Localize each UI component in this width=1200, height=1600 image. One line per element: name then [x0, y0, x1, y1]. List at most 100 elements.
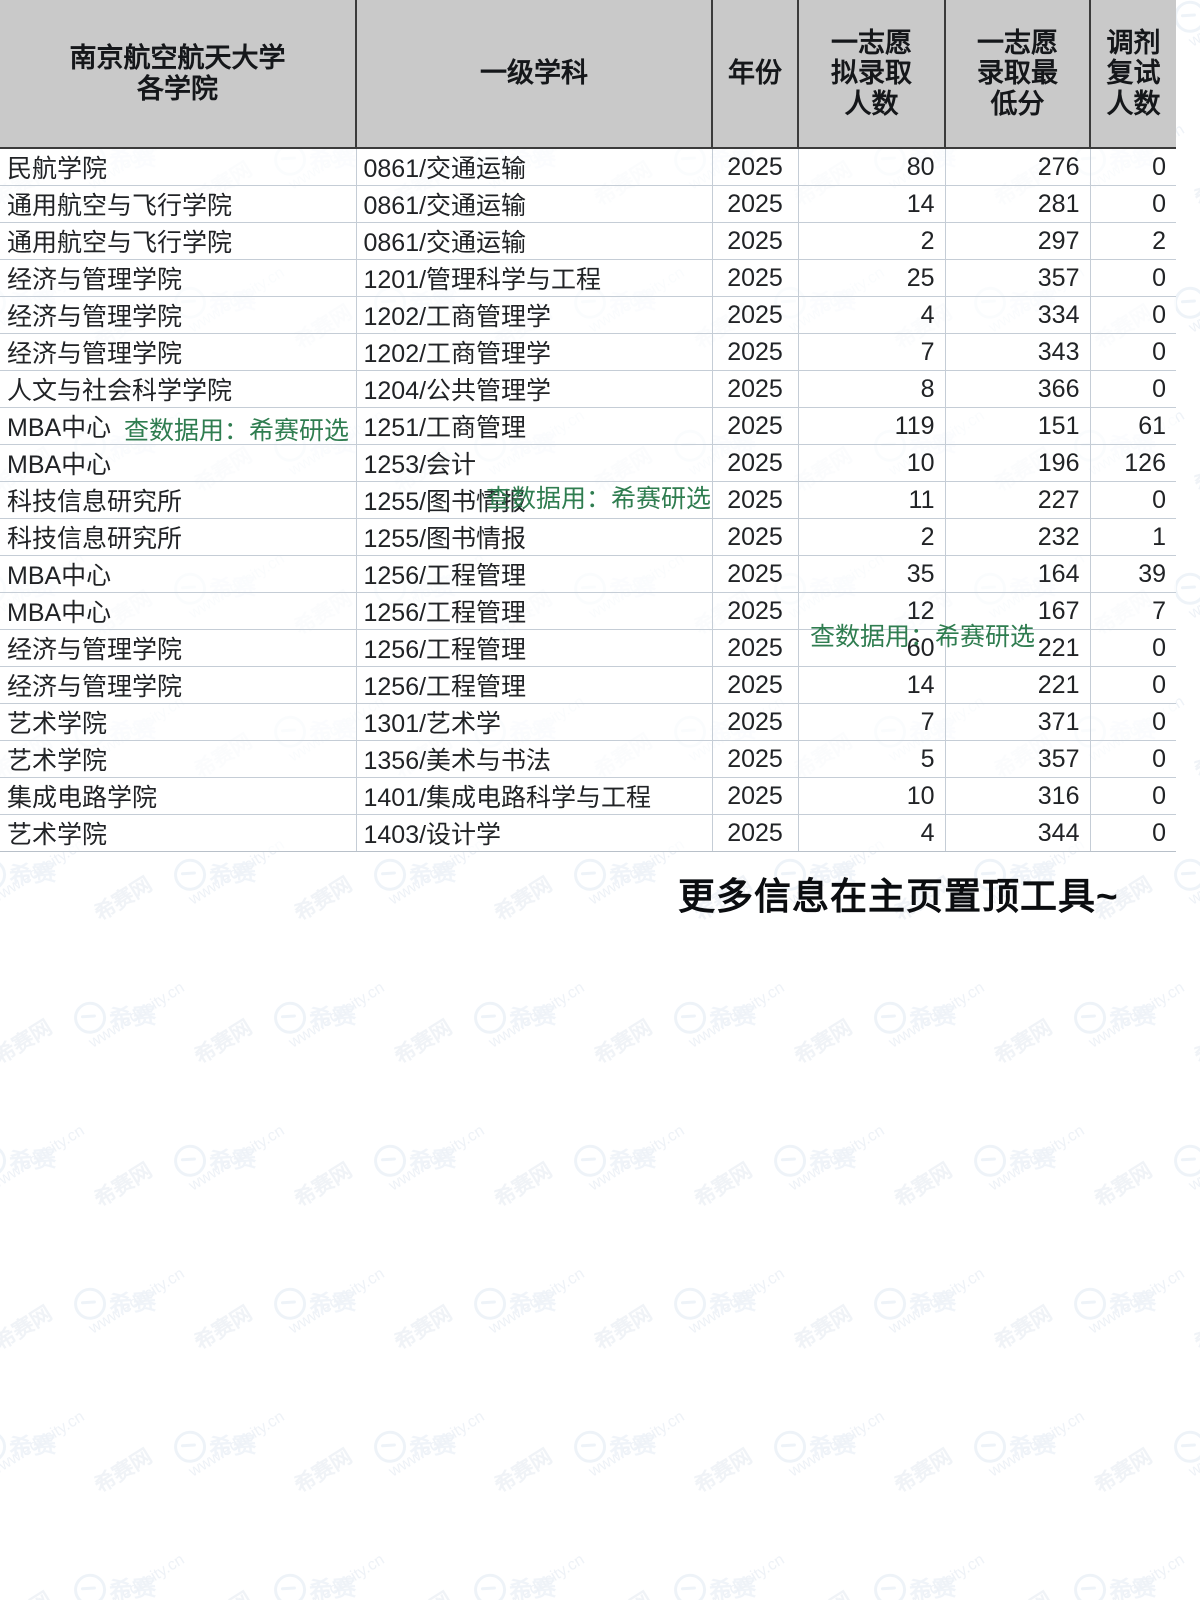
logo-ring-icon	[72, 1572, 108, 1600]
logo-ring-icon	[972, 1429, 1008, 1464]
cell-year: 2025	[712, 814, 799, 852]
watermark-url: www.educity.cn	[86, 979, 188, 1052]
cell-college: MBA中心	[0, 444, 357, 482]
educity-logo-icon: 希赛	[872, 1568, 958, 1600]
cell-college: 科技信息研究所	[0, 518, 357, 556]
educity-logo-icon: 希赛	[1072, 996, 1158, 1036]
watermark-net: 希赛网	[188, 1584, 257, 1600]
header-college: 南京航空航天大学 各学院	[0, 0, 357, 149]
logo-ring-icon	[272, 1000, 308, 1035]
watermark-url: www.educity.cn	[686, 979, 788, 1052]
table-row: 艺术学院 1403/设计学 2025 4 344 0	[0, 814, 1176, 852]
cell-planned: 2	[798, 222, 946, 260]
cell-adjust: 2	[1090, 222, 1176, 260]
educity-logo-icon: 希赛	[1072, 1568, 1158, 1600]
footer-note: 更多信息在主页置顶工具~	[678, 876, 1119, 917]
cell-planned: 2	[798, 518, 946, 556]
watermark-url: www.educity.cn	[1186, 0, 1200, 51]
logo-ring-icon	[1072, 1572, 1108, 1600]
cell-adjust: 0	[1090, 333, 1176, 371]
table-row: 经济与管理学院 1202/工商管理学 2025 4 334 0	[0, 296, 1176, 334]
cell-planned: 14	[798, 666, 946, 704]
header-year: 年份	[712, 0, 799, 149]
table-row: MBA中心 1256/工程管理 2025 35 164 39	[0, 555, 1176, 593]
header-adjust-line2: 复试	[1106, 58, 1161, 89]
table-body: 民航学院 0861/交通运输 2025 80 276 0 通用航空与飞行学院 0861/交通运…	[0, 148, 1176, 852]
cell-year: 2025	[712, 444, 799, 482]
watermark-net: 希赛网	[0, 1301, 57, 1355]
watermark-net: 希赛网	[490, 1444, 557, 1498]
educity-logo-icon: 希赛	[0, 1425, 58, 1465]
table-row: MBA中心 1256/工程管理 2025 12 167 7	[0, 592, 1176, 630]
watermark-url: www.educity.cn	[1186, 836, 1200, 909]
watermark-brand: 希赛	[1008, 1146, 1059, 1176]
watermark-url: www.educity.cn	[686, 1265, 788, 1338]
watermark-url: www.educity.cn	[886, 979, 988, 1052]
cell-discipline: 0861/交通运输	[356, 222, 713, 260]
educity-logo-icon: 希赛	[472, 1568, 558, 1600]
cell-min-score: 221	[945, 629, 1091, 667]
cell-adjust: 0	[1090, 629, 1176, 667]
cell-year: 2025	[712, 333, 799, 371]
watermark-brand: 希赛	[608, 1432, 659, 1462]
cell-adjust: 0	[1090, 740, 1176, 778]
watermark-net: 希赛网	[590, 1301, 657, 1355]
educity-logo-icon: 希赛	[472, 1282, 558, 1322]
logo-ring-icon	[472, 1000, 508, 1035]
header-adjust-count: 调剂 复试 人数	[1090, 0, 1176, 149]
header-adjust-line3: 人数	[1106, 88, 1161, 119]
watermark-url: www.educity.cn	[0, 1408, 88, 1481]
header-row: 南京航空航天大学 各学院 一级学科 年份 一志愿 拟录取 人数 一志愿 录取最	[0, 0, 1176, 149]
table-row: 经济与管理学院 1256/工程管理 2025 60 221 0	[0, 629, 1176, 667]
watermark-net: 希赛网	[290, 872, 357, 926]
header-minscore-line1: 一志愿	[977, 28, 1058, 59]
watermark-brand: 希赛	[608, 1146, 659, 1176]
educity-logo-icon: 希赛	[972, 1139, 1059, 1179]
cell-adjust: 0	[1090, 777, 1176, 815]
table-row: 民航学院 0861/交通运输 2025 80 276 0	[0, 148, 1176, 186]
watermark-brand: 希赛	[108, 1575, 159, 1600]
logo-ring-icon	[172, 1143, 208, 1178]
cell-college: 通用航空与飞行学院	[0, 185, 357, 223]
educity-logo-icon: 希赛	[572, 1139, 659, 1179]
watermark-net: 希赛网	[588, 1584, 657, 1600]
watermark-url: www.educity.cn	[1186, 1122, 1200, 1195]
educity-logo-icon: 希赛	[172, 853, 258, 893]
table-row: 经济与管理学院 1201/管理科学与工程 2025 25 357 0	[0, 259, 1176, 297]
logo-ring-icon	[172, 857, 208, 892]
header-college-line2: 各学院	[137, 73, 218, 104]
educity-logo-icon: 希赛	[872, 1282, 958, 1322]
cell-planned: 12	[798, 592, 946, 630]
cell-discipline: 1202/工商管理学	[356, 296, 713, 334]
watermark-brand: 希赛	[308, 1575, 359, 1600]
watermark-url: www.educity.cn	[286, 979, 388, 1052]
header-planned-line2: 拟录取	[831, 58, 912, 89]
logo-ring-icon	[372, 1429, 408, 1464]
cell-min-score: 371	[945, 703, 1091, 741]
cell-discipline: 1256/工程管理	[356, 666, 713, 704]
educity-logo-icon: 希赛	[372, 1425, 459, 1465]
watermark-url: www.educity.cn	[1086, 1551, 1188, 1600]
educity-logo-icon: 希赛	[372, 1139, 458, 1179]
header-planned-line3: 人数	[844, 88, 899, 119]
cell-min-score: 297	[945, 222, 1091, 260]
logo-ring-icon	[172, 1429, 208, 1464]
watermark-net: 希赛网	[390, 1015, 457, 1069]
watermark-brand: 希赛	[408, 1432, 459, 1462]
watermark-net: 希赛网	[790, 1015, 857, 1069]
educity-logo-icon: 希赛	[272, 996, 358, 1036]
logo-ring-icon	[72, 1000, 108, 1035]
cell-planned: 10	[798, 444, 946, 482]
watermark-url: www.educity.cn	[986, 1122, 1088, 1195]
watermark-brand: 希赛	[108, 1003, 159, 1033]
watermark-url: www.educity.cn	[286, 1551, 388, 1600]
logo-ring-icon	[1172, 1143, 1200, 1178]
cell-min-score: 221	[945, 666, 1091, 704]
